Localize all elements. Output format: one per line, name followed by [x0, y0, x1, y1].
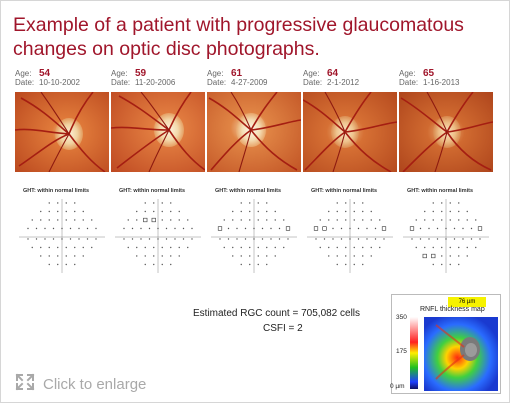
panel-1: Age: 54 Date: 10-10-2002	[15, 68, 109, 88]
rnfl-map-title: RNFL thickness map	[420, 306, 485, 313]
visual-field-plot-5	[399, 197, 493, 275]
visual-field-plot-4	[303, 197, 397, 275]
date-value: 11-20-2006	[135, 78, 176, 87]
date-value: 1-16-2013	[423, 78, 460, 87]
panel-meta: Age: 65 Date: 1-16-2013	[399, 68, 493, 88]
panel-meta: Age: 61 Date: 4-27-2009	[207, 68, 301, 88]
ght-label-2: GHT: within normal limits	[119, 188, 186, 194]
csfi-value: CSFI = 2	[263, 323, 303, 334]
date-value: 2-1-2012	[327, 78, 360, 87]
date-label: Date:	[111, 78, 131, 87]
date-value: 10-10-2002	[39, 78, 80, 87]
date-label: Date:	[15, 78, 35, 87]
age-value: 61	[231, 68, 243, 79]
expand-arrows-icon[interactable]	[15, 373, 35, 395]
panel-meta: Age: 64 Date: 2-1-2012	[303, 68, 397, 88]
age-value: 65	[423, 68, 435, 79]
date-label: Date:	[399, 78, 419, 87]
visual-field-plot-3	[207, 197, 301, 275]
age-label: Age:	[303, 69, 320, 78]
age-value: 64	[327, 68, 339, 79]
rnfl-color-scale	[410, 317, 418, 389]
optic-disc-photo-3	[207, 92, 301, 172]
rgc-count: Estimated RGC count = 705,082 cells	[193, 308, 361, 319]
age-value: 59	[135, 68, 147, 79]
visual-field-plot-2	[111, 197, 205, 275]
age-label: Age:	[15, 69, 32, 78]
ght-label-3: GHT: within normal limits	[215, 188, 282, 194]
optic-disc-photo-2	[111, 92, 205, 172]
optic-disc-photo-5	[399, 92, 493, 172]
optic-disc-photo-1	[15, 92, 109, 172]
rnfl-scale-top: 350	[396, 314, 407, 321]
panel-2: Age: 59 Date: 11-20-2006	[111, 68, 205, 88]
date-label: Date:	[207, 78, 227, 87]
panel-4: Age: 64 Date: 2-1-2012	[303, 68, 397, 88]
optic-disc-photo-4	[303, 92, 397, 172]
date-label: Date:	[303, 78, 323, 87]
rnfl-heatmap	[424, 317, 498, 391]
ght-label-5: GHT: within normal limits	[407, 188, 474, 194]
ght-label-4: GHT: within normal limits	[311, 188, 378, 194]
rnfl-scale-bottom: 0 µm	[390, 383, 405, 390]
ght-label-1: GHT: within normal limits	[23, 188, 90, 194]
panel-meta: Age: 59 Date: 11-20-2006	[111, 68, 205, 88]
visual-field-plot-1	[15, 197, 109, 275]
age-value: 54	[39, 68, 51, 79]
date-value: 4-27-2009	[231, 78, 268, 87]
enlarge-label[interactable]: Click to enlarge	[43, 375, 147, 393]
age-label: Age:	[111, 69, 128, 78]
click-to-enlarge[interactable]: Click to enlarge	[15, 373, 146, 395]
figure-title: Example of a patient with progressive gl…	[13, 14, 464, 60]
panel-5: Age: 65 Date: 1-16-2013	[399, 68, 493, 88]
panel-meta: Age: 54 Date: 10-10-2002	[15, 68, 109, 88]
rnfl-scale-mid: 175	[396, 348, 407, 355]
rnfl-average-badge: 76 µm	[448, 297, 486, 307]
age-label: Age:	[399, 69, 416, 78]
rnfl-thickness-map: 76 µm RNFL thickness map 350 175 0 µm	[390, 294, 501, 394]
panel-3: Age: 61 Date: 4-27-2009	[207, 68, 301, 88]
age-label: Age:	[207, 69, 224, 78]
